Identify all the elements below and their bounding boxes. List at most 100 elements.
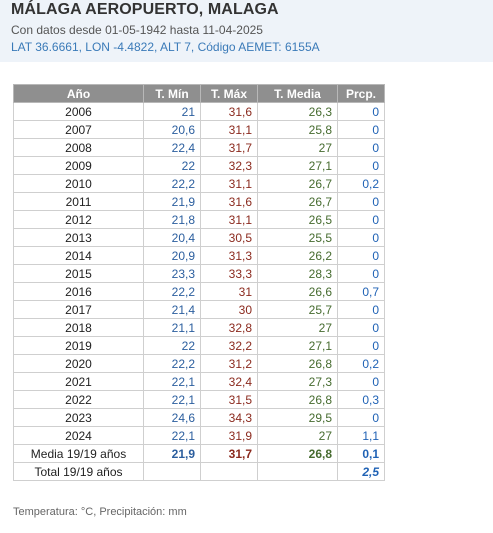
tmin-cell: 24,6 bbox=[143, 408, 201, 427]
tmed-cell: 27,1 bbox=[257, 336, 338, 355]
prcp-cell: 0,3 bbox=[337, 390, 385, 409]
table-row: 2018 21,1 32,8 27 0 bbox=[13, 318, 385, 337]
prcp-cell: 0 bbox=[337, 156, 385, 175]
mean-tmed: 26,8 bbox=[257, 444, 338, 463]
table-body: 2006 21 31,6 26,3 0 2007 20,6 31,1 25,8 0 2008 22,4… bbox=[13, 102, 385, 445]
year-cell: 2023 bbox=[13, 408, 144, 427]
table-row: 2010 22,2 31,1 26,7 0,2 bbox=[13, 174, 385, 193]
mean-prcp: 0,1 bbox=[337, 444, 385, 463]
mean-tmax: 31,7 bbox=[200, 444, 258, 463]
tmax-cell: 31,7 bbox=[200, 138, 258, 157]
mean-tmin: 21,9 bbox=[143, 444, 201, 463]
tmed-cell: 27,1 bbox=[257, 156, 338, 175]
tmax-cell: 31,5 bbox=[200, 390, 258, 409]
prcp-cell: 0 bbox=[337, 138, 385, 157]
tmax-cell: 33,3 bbox=[200, 264, 258, 283]
tmed-cell: 25,8 bbox=[257, 120, 338, 139]
tmax-cell: 31,1 bbox=[200, 120, 258, 139]
year-cell: 2018 bbox=[13, 318, 144, 337]
year-cell: 2010 bbox=[13, 174, 144, 193]
mean-label: Media 19/19 años bbox=[13, 444, 144, 463]
prcp-cell: 0,2 bbox=[337, 354, 385, 373]
tmax-cell: 32,4 bbox=[200, 372, 258, 391]
tmax-cell: 30 bbox=[200, 300, 258, 319]
tmed-cell: 27 bbox=[257, 318, 338, 337]
tmin-cell: 20,4 bbox=[143, 228, 201, 247]
year-cell: 2007 bbox=[13, 120, 144, 139]
tmed-cell: 26,8 bbox=[257, 390, 338, 409]
year-cell: 2022 bbox=[13, 390, 144, 409]
year-cell: 2017 bbox=[13, 300, 144, 319]
tmin-cell: 21 bbox=[143, 102, 201, 121]
table-header-row: Año T. Mín T. Máx T. Media Prcp. bbox=[13, 84, 385, 103]
year-cell: 2024 bbox=[13, 426, 144, 445]
annual-climate-table: Año T. Mín T. Máx T. Media Prcp. 2006 21 3… bbox=[13, 84, 385, 481]
tmax-cell: 31,3 bbox=[200, 246, 258, 265]
table-row: 2011 21,9 31,6 26,7 0 bbox=[13, 192, 385, 211]
tmax-cell: 31,2 bbox=[200, 354, 258, 373]
tmin-cell: 22 bbox=[143, 336, 201, 355]
tmed-cell: 27 bbox=[257, 138, 338, 157]
year-cell: 2009 bbox=[13, 156, 144, 175]
tmin-cell: 22,1 bbox=[143, 372, 201, 391]
tmed-cell: 26,6 bbox=[257, 282, 338, 301]
total-prcp: 2,5 bbox=[337, 462, 385, 481]
year-cell: 2020 bbox=[13, 354, 144, 373]
prcp-cell: 0 bbox=[337, 102, 385, 121]
station-title: MÁLAGA AEROPUERTO, MALAGA bbox=[11, 1, 279, 18]
prcp-cell: 0 bbox=[337, 192, 385, 211]
table-row: 2023 24,6 34,3 29,5 0 bbox=[13, 408, 385, 427]
year-cell: 2016 bbox=[13, 282, 144, 301]
prcp-cell: 0 bbox=[337, 120, 385, 139]
table-row: 2008 22,4 31,7 27 0 bbox=[13, 138, 385, 157]
tmin-cell: 22,1 bbox=[143, 390, 201, 409]
tmed-cell: 26,7 bbox=[257, 174, 338, 193]
tmin-cell: 20,9 bbox=[143, 246, 201, 265]
tmin-cell: 21,4 bbox=[143, 300, 201, 319]
tmax-cell: 31,1 bbox=[200, 210, 258, 229]
tmin-cell: 22,2 bbox=[143, 282, 201, 301]
tmin-cell: 22,2 bbox=[143, 354, 201, 373]
table-row: 2019 22 32,2 27,1 0 bbox=[13, 336, 385, 355]
prcp-cell: 0 bbox=[337, 300, 385, 319]
tmed-cell: 26,7 bbox=[257, 192, 338, 211]
total-tmax-empty bbox=[200, 462, 258, 481]
tmax-cell: 31,9 bbox=[200, 426, 258, 445]
table-row: 2012 21,8 31,1 26,5 0 bbox=[13, 210, 385, 229]
table-row: 2017 21,4 30 25,7 0 bbox=[13, 300, 385, 319]
tmax-cell: 30,5 bbox=[200, 228, 258, 247]
annual-climate-table-container: Año T. Mín T. Máx T. Media Prcp. 2006 21 3… bbox=[13, 84, 385, 481]
mean-row: Media 19/19 años 21,9 31,7 26,8 0,1 bbox=[13, 444, 385, 463]
tmin-cell: 21,1 bbox=[143, 318, 201, 337]
tmin-cell: 22,1 bbox=[143, 426, 201, 445]
table-row: 2013 20,4 30,5 25,5 0 bbox=[13, 228, 385, 247]
tmin-cell: 22,2 bbox=[143, 174, 201, 193]
column-header-tmed[interactable]: T. Media bbox=[257, 84, 338, 103]
year-cell: 2013 bbox=[13, 228, 144, 247]
total-row: Total 19/19 años 2,5 bbox=[13, 462, 385, 481]
tmed-cell: 27 bbox=[257, 426, 338, 445]
tmed-cell: 25,7 bbox=[257, 300, 338, 319]
prcp-cell: 0 bbox=[337, 336, 385, 355]
year-cell: 2012 bbox=[13, 210, 144, 229]
column-header-tmin[interactable]: T. Mín bbox=[143, 84, 201, 103]
column-header-year[interactable]: Año bbox=[13, 84, 144, 103]
tmed-cell: 28,3 bbox=[257, 264, 338, 283]
tmax-cell: 31,6 bbox=[200, 102, 258, 121]
station-coordinates: LAT 36.6661, LON -4.4822, ALT 7, Código … bbox=[11, 40, 320, 54]
table-row: 2009 22 32,3 27,1 0 bbox=[13, 156, 385, 175]
prcp-cell: 0 bbox=[337, 408, 385, 427]
column-header-prcp[interactable]: Prcp. bbox=[337, 84, 385, 103]
table-row: 2006 21 31,6 26,3 0 bbox=[13, 102, 385, 121]
year-cell: 2021 bbox=[13, 372, 144, 391]
tmed-cell: 27,3 bbox=[257, 372, 338, 391]
table-row: 2022 22,1 31,5 26,8 0,3 bbox=[13, 390, 385, 409]
table-row: 2024 22,1 31,9 27 1,1 bbox=[13, 426, 385, 445]
tmax-cell: 31 bbox=[200, 282, 258, 301]
prcp-cell: 0 bbox=[337, 318, 385, 337]
tmed-cell: 25,5 bbox=[257, 228, 338, 247]
year-cell: 2008 bbox=[13, 138, 144, 157]
tmin-cell: 21,8 bbox=[143, 210, 201, 229]
tmed-cell: 29,5 bbox=[257, 408, 338, 427]
column-header-tmax[interactable]: T. Máx bbox=[200, 84, 258, 103]
